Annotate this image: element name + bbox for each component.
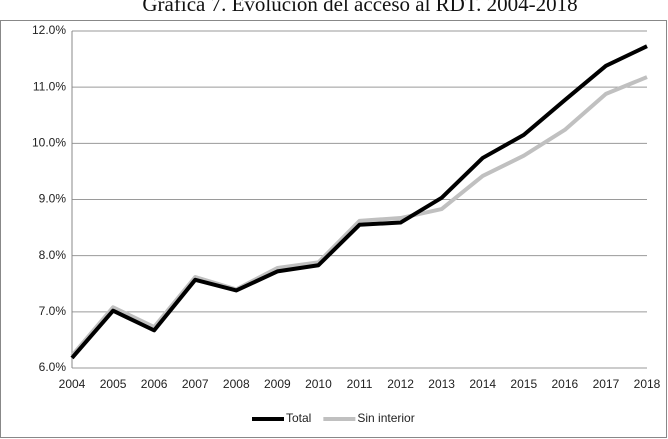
y-tick-label: 12.0% bbox=[32, 23, 66, 37]
x-tick-label: 2009 bbox=[264, 377, 291, 391]
x-tick-label: 2016 bbox=[552, 377, 579, 391]
y-tick-label: 8.0% bbox=[39, 248, 67, 262]
y-tick-label: 9.0% bbox=[39, 192, 67, 206]
y-tick-label: 10.0% bbox=[32, 136, 66, 150]
x-tick-label: 2015 bbox=[510, 377, 537, 391]
x-tick-label: 2010 bbox=[305, 377, 332, 391]
chart-title: Gráfica 7. Evolución del acceso al RDT. … bbox=[142, 0, 577, 16]
x-tick-label: 2018 bbox=[634, 377, 661, 391]
x-tick-label: 2006 bbox=[141, 377, 168, 391]
x-tick-label: 2005 bbox=[100, 377, 127, 391]
chart-frame bbox=[0, 20, 667, 438]
x-tick-label: 2008 bbox=[223, 377, 250, 391]
x-tick-label: 2004 bbox=[59, 377, 86, 391]
series-line bbox=[70, 44, 648, 360]
x-tick-label: 2013 bbox=[428, 377, 455, 391]
legend-label: Sin interior bbox=[357, 411, 414, 425]
x-tick-label: 2017 bbox=[593, 377, 620, 391]
x-tick-label: 2007 bbox=[182, 377, 209, 391]
legend-label: Total bbox=[286, 411, 311, 425]
y-tick-label: 7.0% bbox=[39, 304, 67, 318]
x-tick-label: 2012 bbox=[387, 377, 414, 391]
x-tick-label: 2011 bbox=[347, 377, 373, 391]
y-tick-label: 6.0% bbox=[39, 360, 67, 374]
y-tick-label: 11.0% bbox=[33, 79, 66, 93]
series-line bbox=[70, 75, 648, 357]
x-tick-label: 2014 bbox=[469, 377, 496, 391]
